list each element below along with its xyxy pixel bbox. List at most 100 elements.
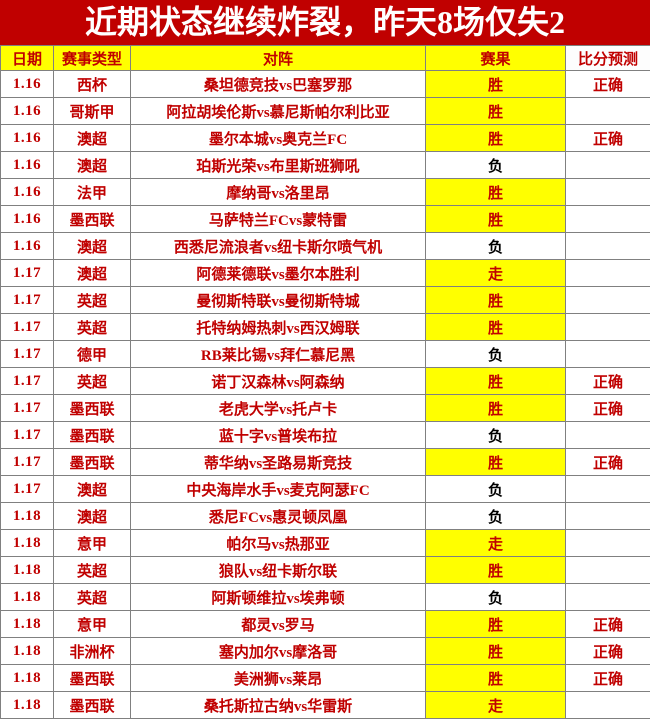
cell-prediction: [566, 260, 650, 287]
cell-prediction: [566, 206, 650, 233]
cell-match: 托特纳姆热刺vs西汉姆联: [131, 314, 426, 341]
cell-date: 1.17: [1, 395, 54, 422]
cell-match: 都灵vs罗马: [131, 611, 426, 638]
title-banner: 近期状态继续炸裂，昨天8场仅失2: [0, 0, 650, 45]
cell-league: 非洲杯: [54, 638, 131, 665]
cell-league: 墨西联: [54, 395, 131, 422]
cell-result: 负: [426, 233, 566, 260]
cell-result: 负: [426, 422, 566, 449]
cell-league: 澳超: [54, 260, 131, 287]
cell-prediction: [566, 692, 650, 719]
cell-match: 珀斯光荣vs布里斯班狮吼: [131, 152, 426, 179]
cell-prediction: [566, 314, 650, 341]
cell-date: 1.16: [1, 233, 54, 260]
cell-result: 胜: [426, 71, 566, 98]
cell-result: 胜: [426, 395, 566, 422]
cell-date: 1.16: [1, 125, 54, 152]
cell-league: 墨西联: [54, 692, 131, 719]
cell-prediction: [566, 422, 650, 449]
cell-match: 蓝十字vs普埃布拉: [131, 422, 426, 449]
cell-league: 澳超: [54, 476, 131, 503]
cell-prediction: [566, 557, 650, 584]
column-header-league: 赛事类型: [54, 46, 131, 71]
cell-league: 德甲: [54, 341, 131, 368]
cell-result: 胜: [426, 611, 566, 638]
cell-date: 1.17: [1, 476, 54, 503]
cell-league: 英超: [54, 557, 131, 584]
cell-prediction: [566, 476, 650, 503]
cell-date: 1.17: [1, 287, 54, 314]
cell-date: 1.16: [1, 98, 54, 125]
cell-prediction: 正确: [566, 611, 650, 638]
page-title: 近期状态继续炸裂，昨天8场仅失2: [85, 0, 565, 45]
cell-prediction: [566, 530, 650, 557]
cell-date: 1.18: [1, 530, 54, 557]
cell-league: 法甲: [54, 179, 131, 206]
cell-match: 蒂华纳vs圣路易斯竞技: [131, 449, 426, 476]
cell-league: 澳超: [54, 503, 131, 530]
cell-result: 胜: [426, 179, 566, 206]
cell-match: 西悉尼流浪者vs纽卡斯尔喷气机: [131, 233, 426, 260]
cell-prediction: [566, 287, 650, 314]
cell-match: 阿斯顿维拉vs埃弗顿: [131, 584, 426, 611]
cell-result: 负: [426, 503, 566, 530]
cell-date: 1.17: [1, 422, 54, 449]
cell-prediction: 正确: [566, 71, 650, 98]
cell-date: 1.16: [1, 206, 54, 233]
cell-league: 英超: [54, 584, 131, 611]
cell-league: 意甲: [54, 611, 131, 638]
cell-result: 走: [426, 692, 566, 719]
cell-result: 走: [426, 530, 566, 557]
cell-match: 桑坦德竞技vs巴塞罗那: [131, 71, 426, 98]
cell-league: 墨西联: [54, 422, 131, 449]
cell-date: 1.17: [1, 341, 54, 368]
cell-prediction: 正确: [566, 638, 650, 665]
cell-date: 1.16: [1, 152, 54, 179]
cell-match: 中央海岸水手vs麦克阿瑟FC: [131, 476, 426, 503]
cell-date: 1.18: [1, 557, 54, 584]
cell-result: 胜: [426, 665, 566, 692]
cell-result: 胜: [426, 449, 566, 476]
cell-prediction: [566, 503, 650, 530]
cell-result: 负: [426, 152, 566, 179]
cell-prediction: [566, 98, 650, 125]
cell-prediction: [566, 179, 650, 206]
cell-match: RB莱比锡vs拜仁慕尼黑: [131, 341, 426, 368]
cell-date: 1.17: [1, 260, 54, 287]
cell-match: 墨尔本城vs奥克兰FC: [131, 125, 426, 152]
cell-result: 胜: [426, 314, 566, 341]
table-header-row: 日期 赛事类型 对阵 赛果 比分预测: [1, 46, 650, 71]
cell-date: 1.18: [1, 611, 54, 638]
cell-match: 悉尼FCvs惠灵顿凤凰: [131, 503, 426, 530]
cell-result: 胜: [426, 125, 566, 152]
cell-prediction: [566, 233, 650, 260]
cell-league: 英超: [54, 368, 131, 395]
cell-match: 马萨特兰FCvs蒙特雷: [131, 206, 426, 233]
cell-result: 负: [426, 584, 566, 611]
cell-prediction: [566, 341, 650, 368]
cell-match: 老虎大学vs托卢卡: [131, 395, 426, 422]
cell-match: 塞内加尔vs摩洛哥: [131, 638, 426, 665]
cell-league: 澳超: [54, 233, 131, 260]
cell-result: 走: [426, 260, 566, 287]
cell-league: 澳超: [54, 152, 131, 179]
cell-league: 澳超: [54, 125, 131, 152]
cell-prediction: 正确: [566, 665, 650, 692]
cell-prediction: 正确: [566, 125, 650, 152]
